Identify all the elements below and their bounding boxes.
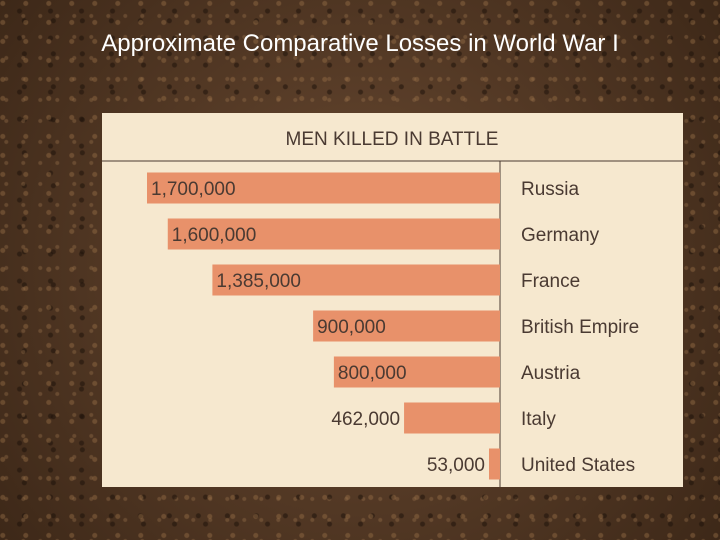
bar-united-states [488,448,500,480]
bar-value-label: 800,000 [338,363,407,384]
category-label: France [521,271,580,292]
chart-title: MEN KILLED IN BATTLE [286,129,499,150]
bar-russia [147,172,500,204]
bar-france [212,264,500,296]
category-label: Austria [521,363,581,384]
bar-value-label: 1,385,000 [216,271,301,292]
category-label: United States [521,455,635,476]
category-label: Russia [521,179,580,200]
bar-value-label: 462,000 [331,409,400,430]
slide-title: Approximate Comparative Losses in World … [101,30,619,57]
category-label: Italy [521,409,556,430]
bar-value-label: 53,000 [427,455,485,476]
bar-germany [167,218,500,250]
bar-value-label: 1,600,000 [172,225,257,246]
category-label: British Empire [521,317,639,338]
bar-austria [333,356,500,388]
bar-italy [404,402,500,434]
bar-value-label: 900,000 [317,317,386,338]
category-label: Germany [521,225,600,246]
chart-panel: MEN KILLED IN BATTLE 1,700,000 Russia 1,60… [102,113,683,487]
bar-value-label: 1,700,000 [151,179,236,200]
bar-chart: MEN KILLED IN BATTLE 1,700,000 Russia 1,60… [102,129,683,487]
bars-group: 1,700,000 Russia 1,600,000 Germany 1,385,000… [147,172,639,480]
bar-british-empire [313,310,500,342]
